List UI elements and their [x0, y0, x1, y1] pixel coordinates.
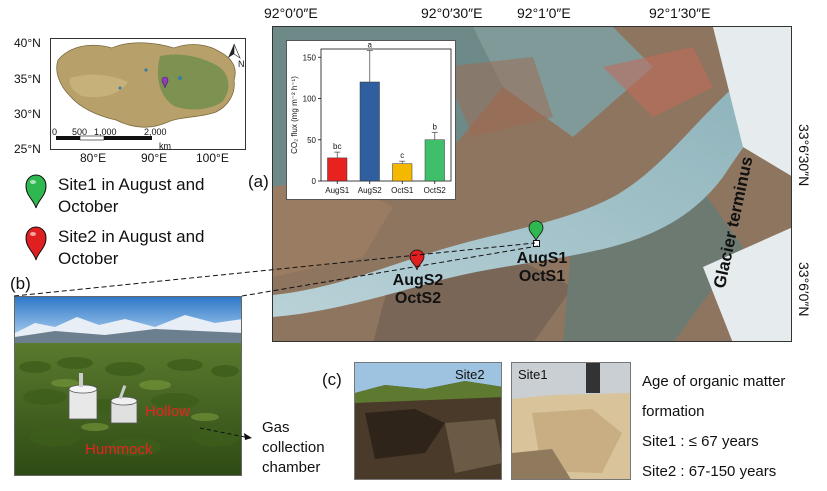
panel-a-lon-label-2: 92°0′30″E: [421, 5, 483, 21]
scale-label-1000: 1,000: [94, 127, 117, 137]
hollow-label: Hollow: [145, 403, 191, 420]
lat-label-35: 35°N: [14, 72, 41, 86]
site2-photo-label: Site2: [455, 367, 485, 382]
scale-unit-label: km: [159, 141, 171, 151]
site1-map-label-line2: OctS1: [518, 268, 566, 285]
lat-label-30: 30°N: [14, 107, 41, 121]
lat-label-40: 40°N: [14, 36, 41, 50]
scale-label-2000: 2,000: [144, 127, 167, 137]
lon-label-80: 80°E: [80, 151, 107, 165]
scale-label-0: 0: [52, 127, 58, 137]
y-tick-label: 100: [303, 95, 317, 104]
panel-c-letter: (c): [322, 370, 342, 389]
north-arrow-icon: [228, 43, 241, 59]
age-site2: Site2 : 67-150 years: [642, 463, 777, 480]
hummock-label: Hummock: [85, 441, 153, 458]
site-marker-icon: [161, 76, 169, 89]
panel-a-lon-label-4: 92°1′30″E: [649, 5, 711, 21]
legend: Site1 in August and October Site2 in Aug…: [20, 170, 240, 270]
chart-plot-frame: [320, 48, 452, 182]
site1-legend-text: Site1 in August and October: [58, 175, 205, 216]
panel-a-lat-label-1: 33°6′30″N: [796, 124, 812, 187]
tibet-location-map: 40°N 35°N 30°N 25°N N 0 500 1,000 2,000 …: [0, 0, 260, 165]
significance-letter: a: [368, 41, 373, 50]
lon-label-100: 100°E: [196, 151, 229, 165]
site1-map-label-line1: AugS1: [516, 250, 568, 267]
site1-soil-photo: Site1: [511, 362, 631, 480]
north-label: N: [238, 59, 245, 69]
x-tick-label: AugS2: [358, 186, 383, 195]
age-title: Age of organic matter formation: [642, 373, 786, 420]
scale-bar: [56, 135, 152, 141]
river-valley: [273, 48, 791, 317]
site2-map-label: AugS2 OctS2: [386, 272, 450, 308]
site2-soil-photo-image: [355, 363, 501, 479]
age-text-block: Age of organic matter formation Site1 : …: [642, 367, 822, 487]
map-site1-pin-icon: [528, 220, 544, 242]
field-photo: Hollow Hummock: [14, 296, 242, 476]
panel-a-lon-label-1: 92°0′0″E: [264, 5, 318, 21]
scale-label-500: 500: [72, 127, 88, 137]
significance-letter: c: [400, 151, 404, 160]
site1-map-label: AugS1 OctS1: [510, 250, 574, 286]
panel-b-letter: (b): [10, 274, 31, 293]
x-tick-label: OctS2: [424, 186, 447, 195]
chamber-label: Gas collection chamber: [262, 419, 325, 476]
site2-map-label-line2: OctS2: [394, 290, 442, 307]
site2-soil-photo: Site2: [354, 362, 502, 480]
site2-legend-text: Site2 in August and October: [58, 227, 205, 268]
lon-label-90: 90°E: [141, 151, 168, 165]
site1-photo-label: Site1: [518, 367, 548, 382]
y-axis-label: CO₂ flux (mg m⁻² h⁻¹): [290, 76, 299, 154]
gas-chamber-right-icon: [110, 385, 138, 424]
map-site1-pin-fill: [528, 220, 544, 242]
y-tick-label: 150: [303, 53, 317, 62]
site1-soil-photo-image: [512, 363, 630, 479]
site2-pin-icon: [25, 226, 47, 261]
chamber-arrow: [200, 427, 252, 440]
significance-letter: bc: [333, 142, 341, 151]
y-tick-label: 50: [307, 136, 316, 145]
lat-label-25: 25°N: [14, 142, 41, 156]
panel-a-lat-label-2: 33°6′0″N: [796, 262, 812, 317]
site2-map-label-line1: AugS2: [392, 272, 444, 289]
panel-a-lon-label-3: 92°1′0″E: [517, 5, 571, 21]
x-tick-label: AugS1: [325, 186, 350, 195]
y-tick-label: 0: [312, 177, 317, 186]
panel-a-letter: (a): [248, 172, 269, 191]
gas-chamber-left-icon: [68, 373, 98, 420]
co2-flux-chart: 0 50 100 150 CO₂ flux (mg m⁻² h⁻¹) bc AugS1 a Au…: [286, 40, 456, 200]
field-photo-image: [15, 297, 241, 475]
age-site1: Site1 : ≤ 67 years: [642, 433, 759, 450]
significance-letter: b: [433, 122, 438, 131]
tibet-map-frame: [50, 38, 246, 150]
x-tick-label: OctS1: [391, 186, 414, 195]
site1-pin-icon: [25, 174, 47, 209]
